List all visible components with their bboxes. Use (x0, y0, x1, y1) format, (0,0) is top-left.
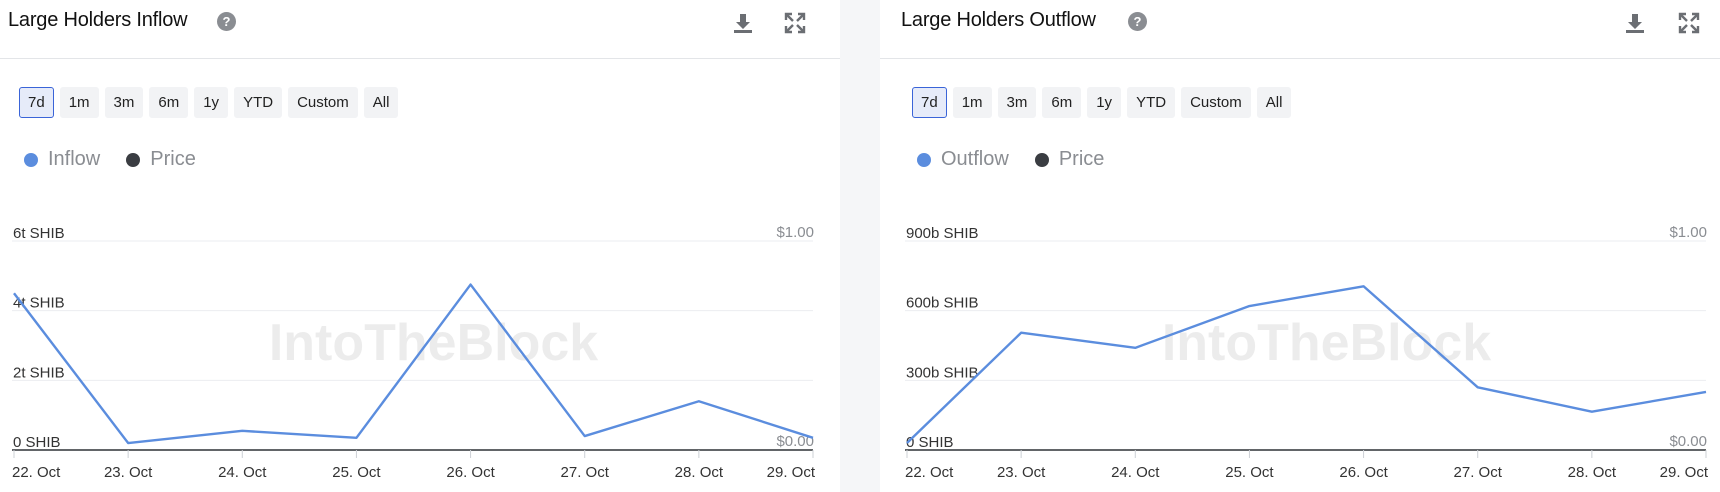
range-button-1m[interactable]: 1m (952, 87, 992, 118)
x-tick-label: 24. Oct (218, 464, 267, 481)
legend-dot (917, 152, 931, 167)
range-button-1y[interactable]: 1y (194, 87, 229, 118)
legend-label: Price (150, 148, 196, 170)
download-icon[interactable] (728, 8, 758, 38)
range-button-1y[interactable]: 1y (1087, 87, 1122, 118)
panel-title: Large Holders Inflow (8, 9, 188, 31)
y2-tick-label: $0.00 (776, 433, 814, 450)
y-tick-label: 600b SHIB (906, 295, 979, 312)
y-tick-label: 900b SHIB (906, 225, 979, 242)
help-icon[interactable]: ? (1128, 12, 1147, 31)
range-button-6m[interactable]: 6m (1042, 87, 1082, 118)
y-tick-label: 2t SHIB (13, 364, 65, 381)
range-button-7d[interactable]: 7d (19, 87, 54, 118)
fullscreen-icon[interactable] (1674, 8, 1704, 38)
range-button-3m[interactable]: 3m (104, 87, 144, 118)
help-icon[interactable]: ? (217, 12, 236, 31)
x-tick-label: 29. Oct (767, 464, 816, 481)
x-tick-label: 25. Oct (1225, 464, 1274, 481)
legend-label: Inflow (48, 148, 101, 170)
watermark-text: IntoTheBlock (1162, 314, 1491, 372)
date-range-selector: 7d 1m 3m 6m 1y YTD Custom All (912, 87, 1292, 118)
legend-item-price[interactable]: Price (126, 148, 196, 171)
legend-dot (126, 152, 141, 167)
range-button-all[interactable]: All (1256, 87, 1292, 118)
legend-label: Price (1058, 148, 1105, 170)
x-tick-label: 28. Oct (675, 464, 724, 481)
legend-dot (24, 152, 38, 167)
y-tick-label: 300b SHIB (906, 364, 979, 381)
range-button-6m[interactable]: 6m (149, 87, 189, 118)
outflow-panel: Large Holders Outflow ? 7d 1m 3m 6m 1y Y… (880, 0, 1720, 492)
legend-item-price[interactable]: Price (1034, 148, 1105, 171)
y2-tick-label: $0.00 (1669, 433, 1707, 450)
x-tick-label: 23. Oct (997, 464, 1046, 481)
panel-header: Large Holders Inflow ? (0, 0, 840, 59)
y2-tick-label: $1.00 (1669, 224, 1707, 241)
panel-header: Large Holders Outflow ? (880, 0, 1720, 59)
x-tick-label: 25. Oct (332, 464, 381, 481)
x-tick-label: 26. Oct (1339, 464, 1388, 481)
x-tick-label: 22. Oct (12, 464, 61, 481)
x-tick-label: 28. Oct (1568, 464, 1617, 481)
range-button-all[interactable]: All (363, 87, 399, 118)
x-tick-label: 26. Oct (446, 464, 495, 481)
x-tick-label: 27. Oct (1454, 464, 1503, 481)
x-tick-label: 27. Oct (561, 464, 610, 481)
download-icon[interactable] (1620, 8, 1650, 38)
fullscreen-icon[interactable] (780, 8, 810, 38)
series-line-outflow (906, 285, 1707, 444)
y-tick-label: 0 SHIB (13, 434, 61, 451)
y-tick-label: 0 SHIB (906, 434, 954, 451)
x-tick-label: 24. Oct (1111, 464, 1160, 481)
series-line-inflow (13, 283, 814, 445)
y-tick-label: 6t SHIB (13, 225, 65, 242)
range-button-1m[interactable]: 1m (59, 87, 99, 118)
range-button-ytd[interactable]: YTD (1127, 87, 1176, 118)
legend-item-outflow[interactable]: Outflow (917, 148, 1009, 171)
chart-legend: Outflow Price (917, 148, 1104, 171)
legend-label: Outflow (941, 148, 1009, 170)
x-tick-label: 29. Oct (1660, 464, 1709, 481)
range-button-3m[interactable]: 3m (997, 87, 1037, 118)
legend-item-inflow[interactable]: Inflow (24, 148, 100, 171)
panel-title: Large Holders Outflow (901, 9, 1096, 31)
date-range-selector: 7d 1m 3m 6m 1y YTD Custom All (19, 87, 399, 118)
range-button-7d[interactable]: 7d (912, 87, 947, 118)
inflow-panel: Large Holders Inflow ? 7d 1m 3m 6m 1y YT… (0, 0, 840, 492)
range-button-ytd[interactable]: YTD (234, 87, 283, 118)
x-tick-label: 22. Oct (905, 464, 954, 481)
range-button-custom[interactable]: Custom (288, 87, 358, 118)
x-tick-label: 23. Oct (104, 464, 153, 481)
legend-dot (1034, 152, 1049, 167)
range-button-custom[interactable]: Custom (1181, 87, 1251, 118)
y2-tick-label: $1.00 (776, 224, 814, 241)
chart-legend: Inflow Price (24, 148, 196, 171)
outflow-chart: IntoTheBlock 0 SHIB 300b SHIB 600b SHIB 900b… (905, 224, 1709, 481)
watermark-text: IntoTheBlock (269, 314, 598, 372)
